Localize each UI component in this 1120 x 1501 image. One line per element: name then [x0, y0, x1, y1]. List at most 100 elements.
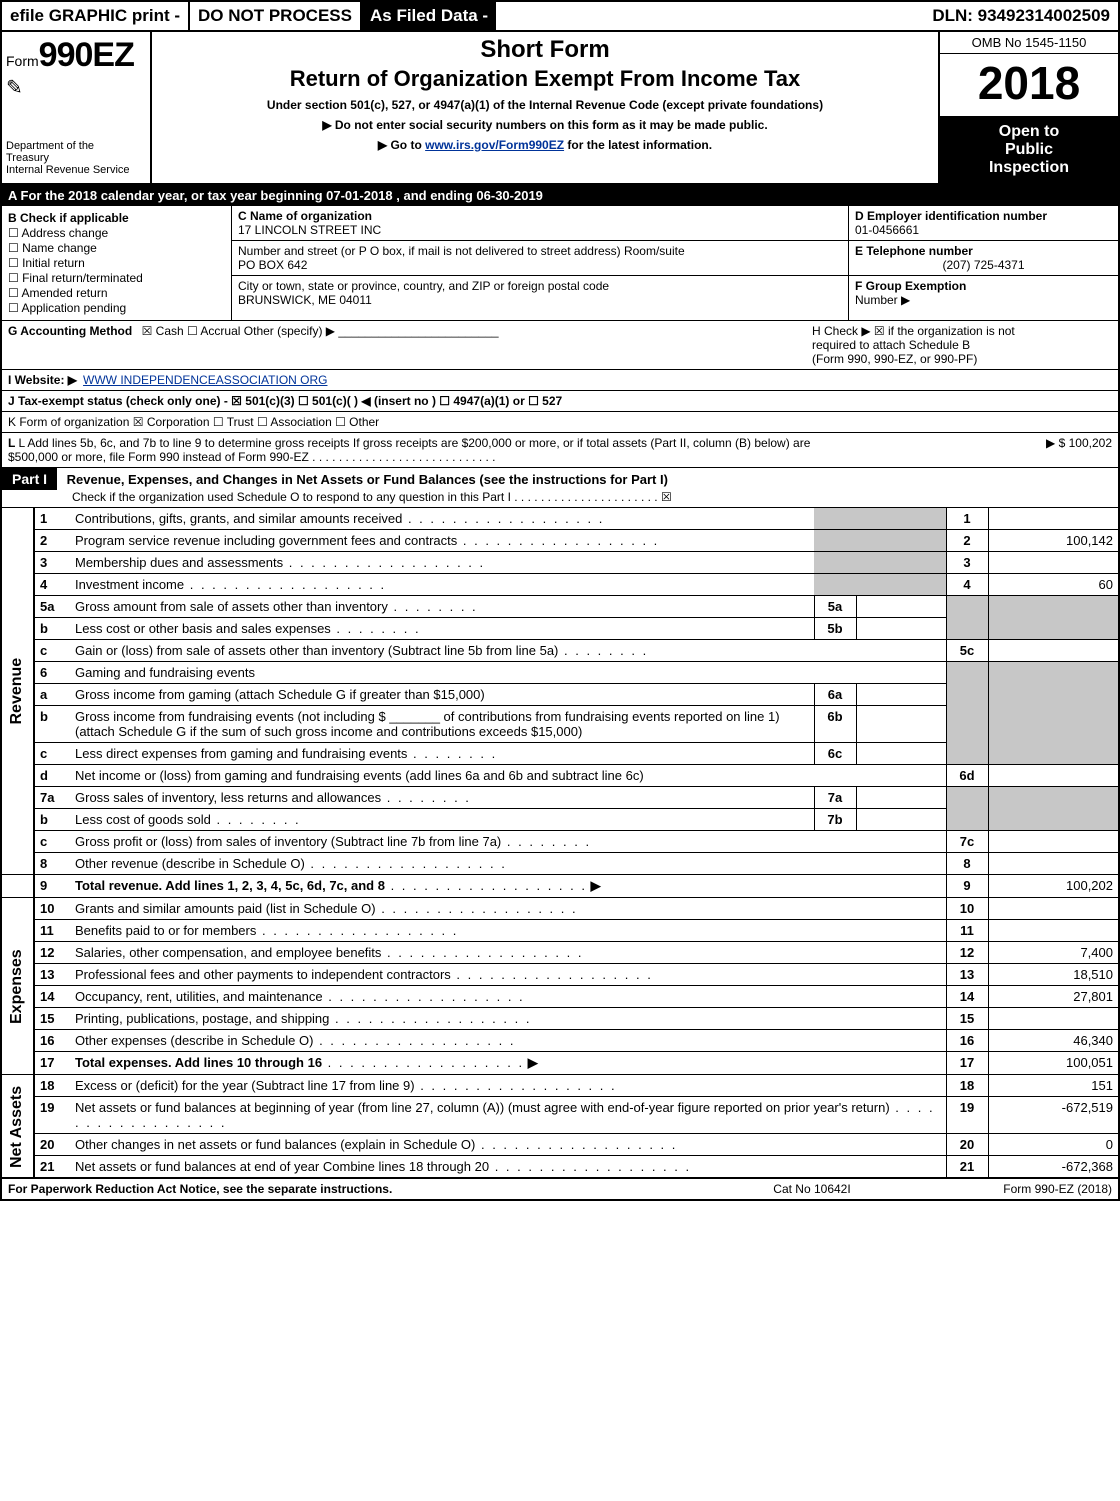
- open-line2: Public: [942, 141, 1116, 159]
- lines-table: Revenue 1 Contributions, gifts, grants, …: [2, 508, 1118, 1178]
- org-name-label: C Name of organization: [238, 209, 842, 223]
- row-15: 15 Printing, publications, postage, and …: [2, 1008, 1118, 1030]
- form-number: Form990EZ: [6, 36, 146, 75]
- open-public-box: Open to Public Inspection: [940, 117, 1118, 183]
- form-prefix: Form: [6, 53, 39, 69]
- short-form-title: Short Form: [160, 36, 930, 64]
- dept-line3: Internal Revenue Service: [6, 164, 146, 176]
- row-19: 19 Net assets or fund balances at beginn…: [2, 1097, 1118, 1134]
- line-l-text: L L Add lines 5b, 6c, and 7b to line 9 t…: [8, 436, 812, 464]
- website-link[interactable]: WWW INDEPENDENCEASSOCIATION ORG: [83, 373, 327, 387]
- irs-link[interactable]: www.irs.gov/Form990EZ: [425, 138, 564, 152]
- do-not-process-label: DO NOT PROCESS: [188, 2, 360, 30]
- main-title: Return of Organization Exempt From Incom…: [160, 66, 930, 92]
- row-7a: 7a Gross sales of inventory, less return…: [2, 787, 1118, 809]
- line-a-tax-year: A For the 2018 calendar year, or tax yea…: [2, 185, 1118, 206]
- ein-value: 01-0456661: [855, 223, 1112, 237]
- revenue-side-label: Revenue: [2, 508, 34, 875]
- form-id-footer: Form 990-EZ (2018): [912, 1182, 1112, 1196]
- efile-label: efile GRAPHIC print -: [2, 2, 188, 30]
- city-label: City or town, state or province, country…: [238, 279, 842, 293]
- tax-year: 2018: [940, 54, 1118, 117]
- goto-post: for the latest information.: [567, 138, 712, 152]
- row-6d: d Net income or (loss) from gaming and f…: [2, 765, 1118, 787]
- header-right: OMB No 1545-1150 2018 Open to Public Ins…: [938, 32, 1118, 183]
- topbar: efile GRAPHIC print - DO NOT PROCESS As …: [2, 2, 1118, 32]
- org-name: 17 LINCOLN STREET INC: [238, 223, 842, 237]
- part-1-header: Part I Revenue, Expenses, and Changes in…: [2, 468, 1118, 508]
- dln-label: DLN: 93492314002509: [924, 2, 1118, 30]
- row-1: Revenue 1 Contributions, gifts, grants, …: [2, 508, 1118, 530]
- header-left: Form990EZ ✎ Department of the Treasury I…: [2, 32, 152, 183]
- box-b-title: B Check if applicable: [8, 211, 225, 225]
- row-17: 17 Total expenses. Add lines 10 through …: [2, 1052, 1118, 1075]
- group-exemption-label: F Group Exemption: [855, 279, 966, 293]
- box-f: F Group Exemption Number ▶: [849, 276, 1118, 310]
- line-i: I Website: ▶ WWW INDEPENDENCEASSOCIATION…: [2, 370, 1118, 391]
- cb-amended-return[interactable]: Amended return: [8, 286, 225, 300]
- line-g-main: G Accounting Method ☒ Cash ☐ Accrual Oth…: [8, 324, 812, 366]
- cb-application-pending[interactable]: Application pending: [8, 301, 225, 315]
- cb-address-change[interactable]: Address change: [8, 226, 225, 240]
- line-j: J Tax-exempt status (check only one) - ☒…: [2, 391, 1118, 412]
- under-section: Under section 501(c), 527, or 4947(a)(1)…: [160, 98, 930, 112]
- part-1-label: Part I: [2, 468, 57, 490]
- row-11: 11 Benefits paid to or for members 11: [2, 920, 1118, 942]
- line-h: H Check ▶ ☒ if the organization is not r…: [812, 324, 1112, 366]
- line-k: K Form of organization ☒ Corporation ☐ T…: [2, 412, 1118, 433]
- catalog-number: Cat No 10642I: [712, 1182, 912, 1196]
- row-5c: c Gain or (loss) from sale of assets oth…: [2, 640, 1118, 662]
- ein-label: D Employer identification number: [855, 209, 1112, 223]
- cb-final-return[interactable]: Final return/terminated: [8, 271, 225, 285]
- part-1-title: Revenue, Expenses, and Changes in Net As…: [61, 469, 674, 490]
- tax-exempt-status: J Tax-exempt status (check only one) - ☒…: [8, 394, 562, 408]
- box-def: D Employer identification number 01-0456…: [848, 206, 1118, 320]
- addr-value: PO BOX 642: [238, 258, 842, 272]
- accounting-method-value: ☒ Cash ☐ Accrual Other (specify) ▶: [142, 324, 335, 338]
- cb-name-change[interactable]: Name change: [8, 241, 225, 255]
- box-e: E Telephone number (207) 725-4371: [849, 241, 1118, 276]
- row-9: 9 Total revenue. Add lines 1, 2, 3, 4, 5…: [2, 875, 1118, 898]
- row-12: 12 Salaries, other compensation, and emp…: [2, 942, 1118, 964]
- goto-line: Go to www.irs.gov/Form990EZ for the late…: [160, 138, 930, 152]
- form-footer: For Paperwork Reduction Act Notice, see …: [2, 1178, 1118, 1199]
- row-6: 6 Gaming and fundraising events: [2, 662, 1118, 684]
- part-1-sub: Check if the organization used Schedule …: [2, 490, 1118, 507]
- phone-value: (207) 725-4371: [855, 258, 1112, 272]
- row-21: 21 Net assets or fund balances at end of…: [2, 1156, 1118, 1178]
- row-10: Expenses 10 Grants and similar amounts p…: [2, 898, 1118, 920]
- expenses-side-label: Expenses: [2, 898, 34, 1075]
- line-h-2: required to attach Schedule B: [812, 338, 1112, 352]
- city-row: City or town, state or province, country…: [232, 276, 848, 310]
- as-filed-label: As Filed Data -: [360, 2, 496, 30]
- open-line3: Inspection: [942, 159, 1116, 177]
- cb-initial-return[interactable]: Initial return: [8, 256, 225, 270]
- row-13: 13 Professional fees and other payments …: [2, 964, 1118, 986]
- row-5a: 5a Gross amount from sale of assets othe…: [2, 596, 1118, 618]
- omb-number: OMB No 1545-1150: [940, 32, 1118, 54]
- org-name-row: C Name of organization 17 LINCOLN STREET…: [232, 206, 848, 241]
- line-h-1: H Check ▶ ☒ if the organization is not: [812, 324, 1112, 338]
- form-header: Form990EZ ✎ Department of the Treasury I…: [2, 32, 1118, 185]
- box-b: B Check if applicable Address change Nam…: [2, 206, 232, 320]
- row-16: 16 Other expenses (describe in Schedule …: [2, 1030, 1118, 1052]
- header-middle: Short Form Return of Organization Exempt…: [152, 32, 938, 183]
- line-g: G Accounting Method ☒ Cash ☐ Accrual Oth…: [2, 321, 1118, 370]
- row-3: 3 Membership dues and assessments 3: [2, 552, 1118, 574]
- pointer-icon: [322, 118, 335, 132]
- dept-line2: Treasury: [6, 152, 146, 164]
- paperwork-notice: For Paperwork Reduction Act Notice, see …: [8, 1182, 712, 1196]
- website-label: I Website: ▶: [8, 373, 77, 387]
- row-4: 4 Investment income 4 60: [2, 574, 1118, 596]
- dept-line1: Department of the: [6, 140, 146, 152]
- row-18: Net Assets 18 Excess or (deficit) for th…: [2, 1075, 1118, 1097]
- line-l-amount: ▶ $ 100,202: [812, 436, 1112, 464]
- group-exemption-number: Number ▶: [855, 293, 910, 307]
- ssn-warning: Do not enter social security numbers on …: [160, 118, 930, 132]
- city-value: BRUNSWICK, ME 04011: [238, 293, 842, 307]
- form-of-organization: K Form of organization ☒ Corporation ☐ T…: [8, 415, 379, 429]
- form-number-big: 990EZ: [39, 36, 134, 74]
- phone-label: E Telephone number: [855, 244, 1112, 258]
- box-c: C Name of organization 17 LINCOLN STREET…: [232, 206, 848, 320]
- box-d: D Employer identification number 01-0456…: [849, 206, 1118, 241]
